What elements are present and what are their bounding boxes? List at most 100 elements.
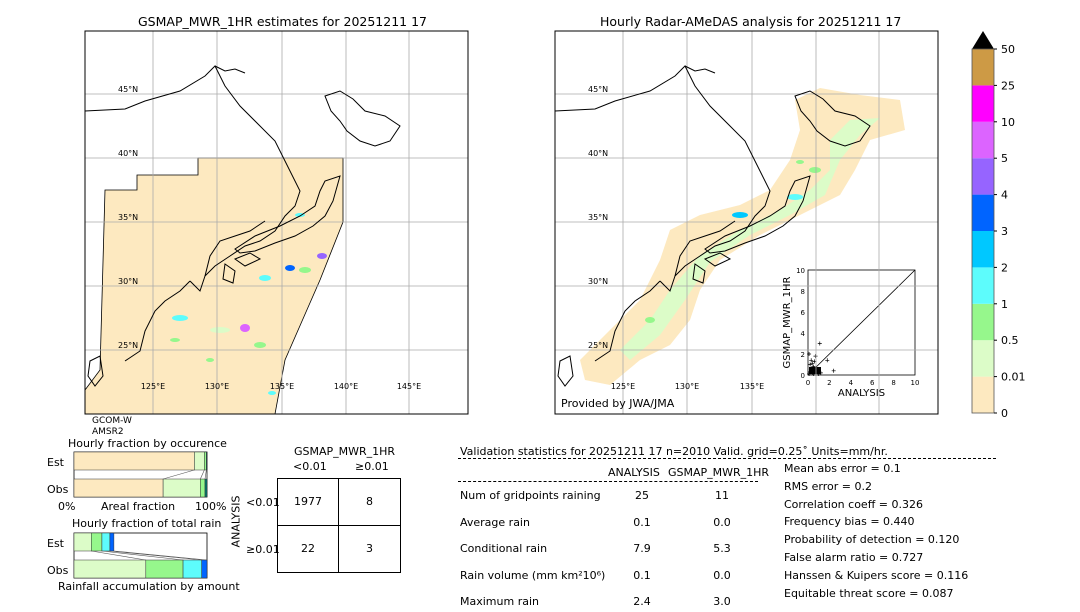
divider: [458, 481, 758, 482]
stats-col-analysis: ANALYSIS: [608, 466, 660, 479]
map-frame: [84, 30, 469, 415]
fraction-segment-obs: [182, 559, 202, 579]
fraction-segment-est: [194, 451, 205, 471]
coastline: [794, 90, 871, 147]
right_map-panel: [554, 30, 939, 415]
credit-label: Provided by JWA/JMA: [561, 397, 675, 410]
ct-row-label-1: ≥0.01: [246, 543, 280, 556]
scatter-point: [810, 361, 815, 366]
stats-gsmap: 11: [715, 489, 729, 502]
tr-xlabel: Rainfall accumulation by amount: [58, 580, 240, 593]
occ-obs-label: Obs: [47, 483, 69, 496]
rain-cell: [285, 265, 295, 271]
ct-col-label-1: ≥0.01: [355, 460, 389, 473]
score-line: Probability of detection = 0.120: [784, 533, 960, 547]
scatter-point: [825, 358, 830, 363]
scatter-ytick: 4: [801, 330, 806, 338]
coastline: [684, 65, 716, 74]
score-line: RMS error = 0.2: [784, 479, 872, 493]
fraction-segment-est: [206, 451, 208, 471]
colorbar-bin: [972, 340, 994, 377]
coastline: [554, 65, 771, 292]
coastline: [234, 175, 341, 254]
stats-analysis: 7.9: [633, 542, 651, 555]
lat-label: 35°N: [588, 213, 608, 222]
fraction-segment-obs: [73, 478, 164, 498]
colorbar-bin: [972, 121, 994, 159]
colorbar-label: 10: [1001, 116, 1015, 129]
scatter-ytick: 0: [801, 372, 805, 380]
fraction-segment-obs: [162, 478, 201, 498]
coastline: [703, 252, 732, 267]
fraction-connector: [200, 469, 205, 480]
left_map-panel: [84, 30, 469, 415]
fraction-segment-est: [91, 532, 103, 552]
colorbar-bin: [972, 194, 994, 231]
fraction-segment-obs: [201, 559, 208, 579]
colorbar-label: 2: [1001, 261, 1008, 274]
stats-header: Validation statistics for 20251211 17 n=…: [460, 445, 888, 458]
scatter-xtick: 10: [911, 379, 920, 387]
colorbar-extend-arrow: [972, 31, 994, 49]
fraction-connector: [91, 550, 146, 561]
rain-cell: [796, 160, 804, 164]
lat-label: 25°N: [588, 341, 608, 350]
score-line: False alarm ratio = 0.727: [784, 551, 924, 564]
coastline: [84, 65, 301, 292]
lon-label: 135°E: [740, 382, 764, 391]
rain-cell: [317, 253, 327, 259]
tr-est-label: Est: [47, 537, 64, 550]
scatter-xtick: 2: [827, 379, 831, 387]
fraction-segment-obs: [73, 559, 147, 579]
occ-tick-100: 100%: [195, 500, 227, 513]
tr-obs-label: Obs: [47, 564, 69, 577]
coastline: [674, 220, 736, 277]
ct-cell: 22: [278, 525, 339, 572]
colorbar-label: 25: [1001, 79, 1015, 92]
occ-xlabel: Areal fraction: [101, 500, 176, 513]
coastline: [214, 65, 246, 74]
rain-cell: [170, 338, 180, 342]
rain-cell: [254, 342, 266, 348]
fraction-connector: [113, 550, 208, 561]
coastline: [704, 175, 811, 254]
scatter-ytick: 10: [796, 267, 805, 275]
colorbar-label: 1: [1001, 298, 1008, 311]
scatter-point: [809, 358, 814, 363]
lon-label: 130°E: [205, 382, 229, 391]
radar-light-rain: [620, 118, 880, 360]
colorbar-label: 50: [1001, 43, 1015, 56]
fraction-segment-est: [204, 451, 207, 471]
coastline: [124, 280, 191, 362]
colorbar-bin: [972, 85, 994, 122]
fraction-connector: [101, 550, 184, 561]
lon-label: 125°E: [141, 382, 165, 391]
lon-label: 130°E: [675, 382, 699, 391]
occ-tick-0: 0%: [58, 500, 76, 513]
fraction-connector: [109, 550, 202, 561]
rain-cell: [645, 317, 655, 323]
colorbar-bin: [972, 267, 994, 304]
scatter-point: [807, 352, 812, 356]
colorbar-bin: [972, 158, 994, 195]
fraction-segment-obs: [204, 478, 208, 498]
lon-label: 140°E: [334, 382, 358, 391]
right-map-title: Hourly Radar-AMeDAS analysis for 2025121…: [600, 14, 902, 29]
colorbar-label: 5: [1001, 152, 1008, 165]
rain-cell: [259, 275, 271, 281]
rain-cell: [206, 358, 214, 362]
colorbar-label: 4: [1001, 189, 1008, 202]
coastline: [692, 263, 706, 284]
rain-cell: [172, 315, 188, 321]
satellite-label: GCOM-W: [92, 416, 132, 426]
scatter-point-cluster: [809, 367, 821, 374]
scatter-ylabel: GSMAP_MWR_1HR: [782, 277, 793, 369]
scatter-xtick: 8: [891, 379, 895, 387]
coastline: [204, 220, 266, 277]
stats-label: Average rain: [460, 515, 530, 529]
stats-analysis: 2.4: [633, 595, 651, 608]
rain-cell: [809, 167, 821, 173]
scatter-ytick: 6: [801, 309, 806, 317]
scatter-xtick: 4: [849, 379, 854, 387]
scatter-point: [831, 368, 836, 373]
